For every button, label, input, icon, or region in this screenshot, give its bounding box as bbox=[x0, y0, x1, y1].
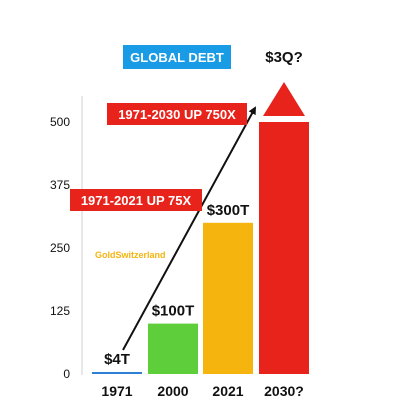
y-tick-label: 0 bbox=[63, 367, 70, 381]
category-label-2021: 2021 bbox=[212, 383, 243, 399]
bar-1971 bbox=[92, 371, 142, 374]
chart-title: GLOBAL DEBT bbox=[130, 50, 224, 65]
category-label-1971: 1971 bbox=[101, 383, 132, 399]
trend-arrow bbox=[122, 106, 256, 351]
y-tick-label: 500 bbox=[50, 115, 70, 129]
annotation-banner-750x bbox=[107, 103, 247, 125]
category-label-2000: 2000 bbox=[157, 383, 188, 399]
category-labels: 1971 2000 2021 2030? bbox=[101, 383, 303, 399]
overflow-arrow-head bbox=[263, 82, 305, 116]
annotation-750x-text: 1971-2030 UP 750X bbox=[118, 107, 236, 122]
bar-2021 bbox=[203, 222, 253, 374]
data-label-2021: $300T bbox=[207, 202, 250, 219]
y-axis-ticks: 0 125 250 375 500 bbox=[50, 115, 70, 381]
data-label-2000: $100T bbox=[152, 303, 195, 320]
category-label-2030?: 2030? bbox=[264, 383, 304, 399]
overflow-gap bbox=[259, 118, 309, 121]
annotation-banner-75x bbox=[70, 189, 202, 211]
chart-title-badge bbox=[123, 45, 231, 69]
bar-2030? bbox=[259, 122, 309, 374]
data-label-1971: $4T bbox=[104, 351, 130, 368]
y-tick-label: 375 bbox=[50, 178, 70, 192]
bars bbox=[92, 82, 309, 374]
y-tick-label: 125 bbox=[50, 304, 70, 318]
y-tick-label: 250 bbox=[50, 241, 70, 255]
data-labels: $4T $100T $300T $3Q? bbox=[104, 49, 303, 368]
annotation-75x-text: 1971-2021 UP 75X bbox=[81, 193, 192, 208]
bar-2000 bbox=[148, 323, 198, 374]
watermark-text: GoldSwitzerland bbox=[95, 250, 166, 260]
data-label-2030?: $3Q? bbox=[265, 49, 303, 66]
